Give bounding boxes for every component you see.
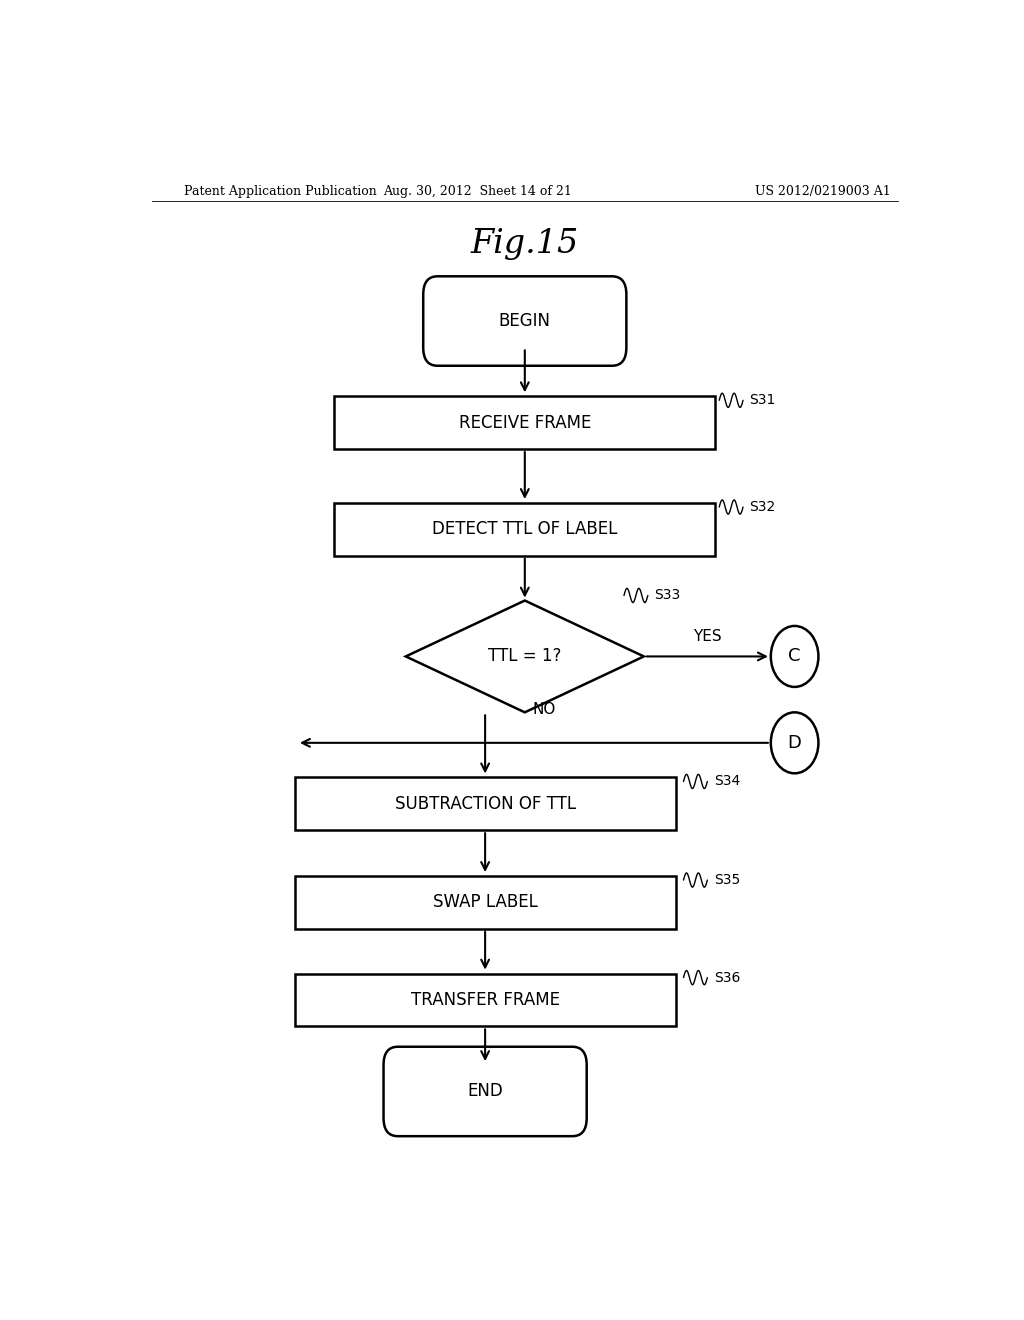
Text: YES: YES <box>693 630 722 644</box>
Text: C: C <box>788 647 801 665</box>
Polygon shape <box>406 601 644 713</box>
Text: NO: NO <box>532 702 556 717</box>
Text: US 2012/0219003 A1: US 2012/0219003 A1 <box>755 185 891 198</box>
Text: S33: S33 <box>654 589 680 602</box>
Text: SWAP LABEL: SWAP LABEL <box>433 894 538 911</box>
Text: S34: S34 <box>714 775 740 788</box>
Text: TRANSFER FRAME: TRANSFER FRAME <box>411 991 560 1008</box>
Text: S36: S36 <box>714 970 740 985</box>
Text: BEGIN: BEGIN <box>499 312 551 330</box>
Text: S32: S32 <box>750 500 775 513</box>
Text: S31: S31 <box>750 393 776 408</box>
Circle shape <box>771 713 818 774</box>
Text: Fig.15: Fig.15 <box>471 227 579 260</box>
Text: Patent Application Publication: Patent Application Publication <box>183 185 376 198</box>
Bar <box>334 503 715 556</box>
FancyBboxPatch shape <box>384 1047 587 1137</box>
Text: D: D <box>787 734 802 752</box>
Bar <box>334 396 715 449</box>
Bar <box>295 777 676 830</box>
Text: SUBTRACTION OF TTL: SUBTRACTION OF TTL <box>394 795 575 813</box>
Text: END: END <box>467 1082 503 1101</box>
Bar <box>295 974 676 1027</box>
Text: RECEIVE FRAME: RECEIVE FRAME <box>459 413 591 432</box>
Text: Aug. 30, 2012  Sheet 14 of 21: Aug. 30, 2012 Sheet 14 of 21 <box>383 185 571 198</box>
Circle shape <box>771 626 818 686</box>
Text: TTL = 1?: TTL = 1? <box>488 647 561 665</box>
FancyBboxPatch shape <box>423 276 627 366</box>
Text: DETECT TTL OF LABEL: DETECT TTL OF LABEL <box>432 520 617 539</box>
Bar <box>295 876 676 929</box>
Text: S35: S35 <box>714 873 740 887</box>
